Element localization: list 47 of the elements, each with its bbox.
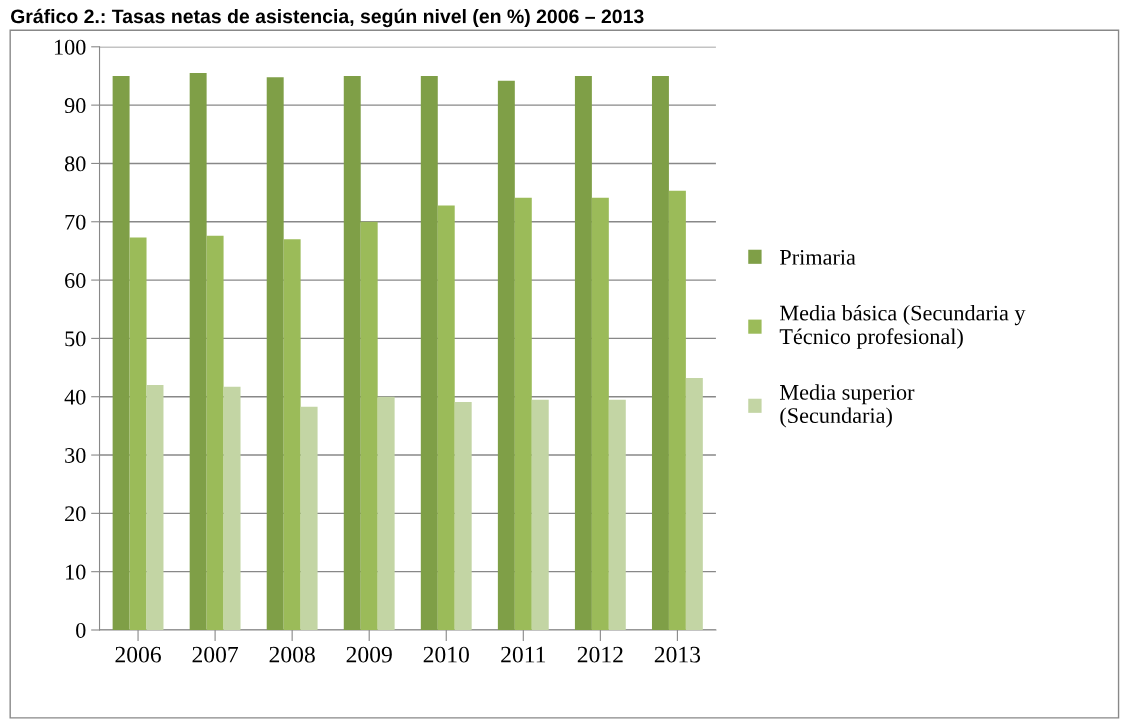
x-tick-label: 2013 (654, 646, 701, 663)
legend-label: Media superior (Secundaria) (780, 384, 915, 428)
legend-label: Primaria (780, 249, 856, 265)
bar (377, 396, 395, 630)
bar (574, 75, 592, 630)
bar (608, 399, 626, 630)
y-tick-label: 60 (65, 273, 86, 289)
x-tick-label: 2008 (269, 646, 315, 663)
y-tick-label: 10 (66, 564, 86, 580)
x-tick-label: 2006 (115, 646, 161, 663)
y-tick-label: 50 (65, 331, 86, 347)
y-tick-label: 70 (65, 214, 86, 230)
bar (437, 205, 455, 630)
bar (343, 75, 361, 630)
y-tick-label: 20 (65, 506, 86, 522)
y-tick-label: 80 (64, 156, 86, 172)
bar (189, 73, 207, 630)
bar (129, 237, 147, 630)
y-tick-label: 90 (64, 98, 86, 114)
bar (223, 386, 241, 630)
bar (668, 190, 686, 630)
x-tick-label: 2010 (423, 646, 469, 663)
bar (531, 399, 549, 630)
bar (651, 75, 669, 630)
bar (283, 239, 301, 630)
chart-title: Gráfico 2.: Tasas netas de asistencia, según nivel (en %) 2006 – 2013 (10, 8, 644, 28)
y-tick-label: 0 (76, 622, 86, 638)
bar (206, 235, 224, 630)
bar (300, 406, 318, 630)
y-tick-label: 100 (54, 39, 86, 55)
x-tick-label: 2009 (346, 646, 392, 663)
bar (112, 75, 130, 630)
y-tick-label: 40 (64, 389, 86, 405)
y-tick-label: 30 (65, 447, 86, 463)
bar (420, 75, 438, 630)
bar (591, 197, 609, 630)
bar (266, 77, 284, 630)
x-tick-label: 2011 (501, 646, 546, 663)
bar (146, 385, 164, 630)
bar (685, 378, 703, 630)
bar (514, 197, 532, 630)
x-tick-label: 2007 (192, 646, 239, 663)
legend-label: Media básica (Secundaria y Técnico profesional) (779, 304, 1026, 349)
bar (497, 80, 515, 630)
x-tick-label: 2012 (577, 646, 623, 663)
bar (454, 401, 472, 630)
bar (360, 221, 378, 630)
